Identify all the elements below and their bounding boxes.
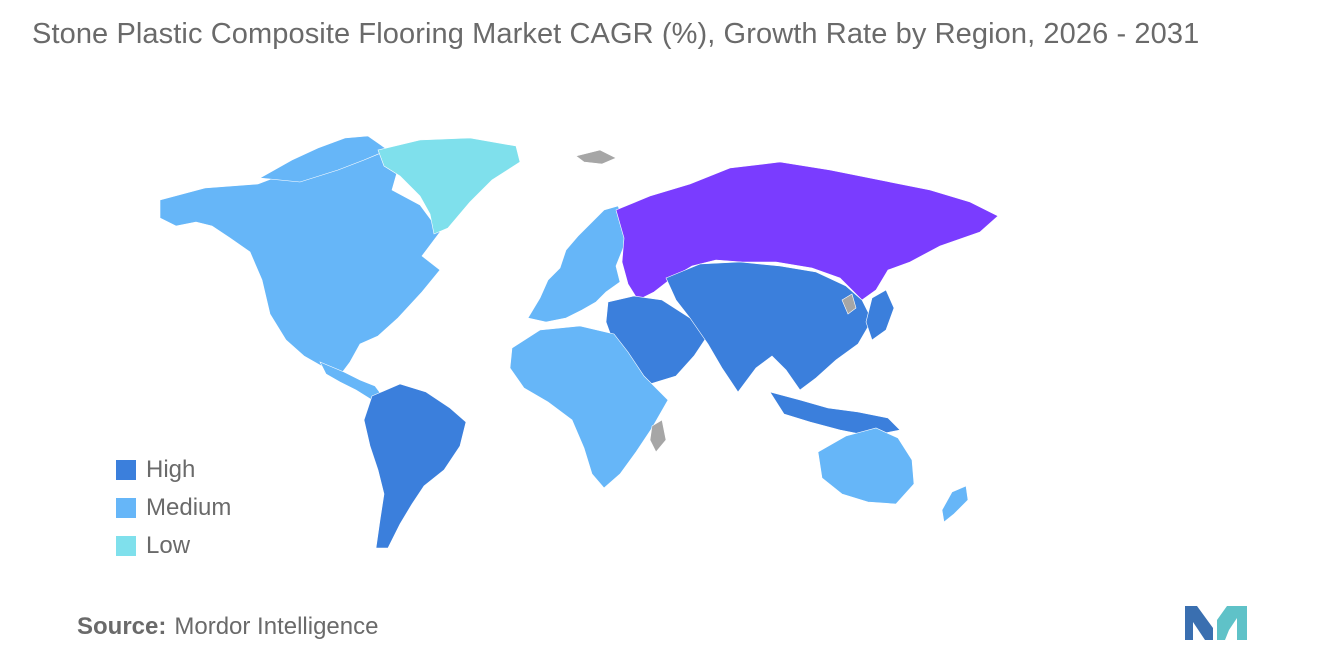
logo-right-shape <box>1217 606 1247 640</box>
region-svalbard <box>575 149 617 165</box>
source-label: Source: <box>77 613 167 640</box>
region-new-zealand <box>941 485 969 523</box>
logo-left-shape <box>1185 606 1213 640</box>
region-southeast-asia <box>769 391 901 437</box>
region-south-america <box>363 383 467 549</box>
legend-item-high: High <box>116 451 231 489</box>
region-africa <box>509 325 669 489</box>
region-asia <box>665 261 873 393</box>
region-arctic-islands <box>259 135 389 183</box>
region-madagascar <box>649 419 667 453</box>
mordor-intelligence-logo <box>1185 606 1247 640</box>
region-north-america <box>159 147 441 379</box>
legend-label-high: High <box>146 456 196 483</box>
chart-title: Stone Plastic Composite Flooring Market … <box>32 18 1200 50</box>
legend-swatch-low <box>116 536 136 556</box>
legend-item-low: Low <box>116 527 231 565</box>
source-value: Mordor Intelligence <box>174 613 379 640</box>
legend-label-medium: Medium <box>146 494 232 521</box>
source-line: Source: Mordor Intelligence <box>77 613 378 641</box>
region-japan <box>865 289 895 341</box>
legend-swatch-medium <box>116 498 136 518</box>
region-central-america <box>319 361 385 401</box>
legend-item-medium: Medium <box>116 489 231 527</box>
legend-swatch-high <box>116 460 136 480</box>
region-greenland <box>377 137 521 235</box>
region-russia <box>615 161 999 301</box>
region-australia <box>817 427 915 505</box>
map-legend: High Medium Low <box>116 451 231 565</box>
legend-label-low: Low <box>146 532 191 559</box>
region-korea <box>841 293 857 315</box>
